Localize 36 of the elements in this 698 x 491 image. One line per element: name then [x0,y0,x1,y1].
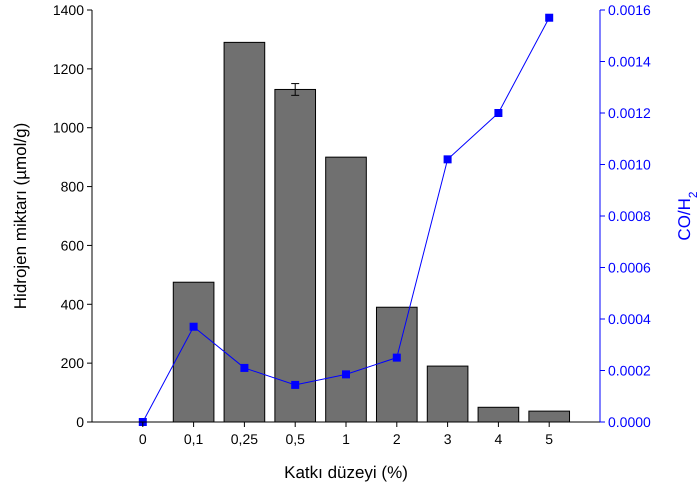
y-tick-label: 400 [60,296,84,312]
y-tick-label: 200 [60,355,84,372]
x-tick-label: 3 [444,431,452,447]
y2-tick-label: 0.0016 [608,2,652,18]
y-tick-label: 1000 [52,120,84,136]
point [342,370,350,378]
y2-tick-label: 0.0010 [608,156,652,172]
point [494,109,502,117]
y-tick-label: 600 [60,237,84,254]
y2-tick-label: 0.0014 [608,54,652,70]
point [190,322,198,331]
y2-tick-label: 0.0000 [608,414,652,430]
x-tick-label: 0,5 [285,431,306,447]
y-tick-label: 1400 [52,2,84,18]
y2-tick-label: 0.0012 [608,105,652,121]
x-tick-label: 4 [494,431,502,447]
x-tick-label: 0 [138,431,147,447]
y2-tick-label: 0.0002 [608,362,652,378]
y2-tick-label: 0.0004 [608,311,652,327]
x-tick-label: 5 [545,431,554,447]
point [392,354,401,362]
point [545,14,554,22]
y2-tick-label: 0.0006 [608,260,652,276]
y-axis-title: Hidrojen miktarı (µmol/g) [11,122,30,310]
y2-tick-label: 0.0008 [608,208,652,224]
x-tick-label: 0,25 [230,431,258,447]
point [444,155,452,164]
x-tick-label: 2 [392,431,401,447]
x-axis-title: Katkı düzeyi (%) [284,463,408,482]
x-tick-label: 0,1 [184,431,204,447]
point [291,380,300,389]
y-tick-label: 0 [76,414,84,430]
x-tick-label: 1 [342,431,350,447]
y-tick-label: 800 [60,178,84,195]
point [240,364,248,372]
y-tick-label: 1200 [52,60,84,77]
